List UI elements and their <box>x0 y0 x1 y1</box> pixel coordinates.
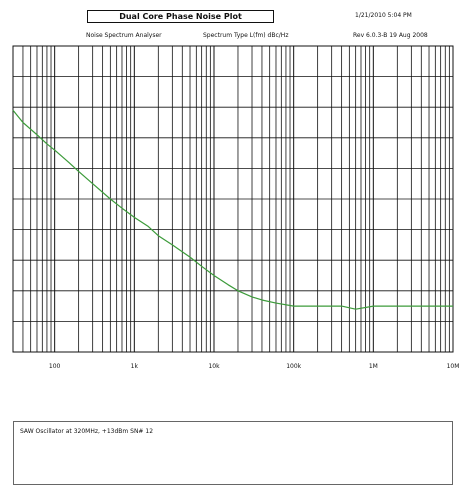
x-tick-label: 1k <box>131 363 139 370</box>
phase-noise-trace <box>12 109 453 310</box>
x-tick-label: 100k <box>286 363 301 370</box>
x-tick-label: 10M <box>447 363 460 370</box>
timestamp-text: 1/21/2010 5:04 PM <box>355 12 412 19</box>
instrument-label: Noise Spectrum Analyser <box>86 32 162 39</box>
x-tick-label: 100 <box>49 363 61 370</box>
chart-title: Dual Core Phase Noise Plot <box>119 12 242 21</box>
chart-title-box: Dual Core Phase Noise Plot <box>87 10 274 23</box>
x-tick-label: 1M <box>369 363 378 370</box>
notes-box: SAW Oscillator at 320MHz, +13dBm SN# 12 <box>13 421 453 485</box>
x-tick-label: 10k <box>208 363 220 370</box>
revision-label: Rev 6.0.3-B 19 Aug 2008 <box>353 32 428 39</box>
spectrum-type-label: Spectrum Type L(fm) dBc/Hz <box>203 32 289 39</box>
notes-text: SAW Oscillator at 320MHz, +13dBm SN# 12 <box>20 428 154 435</box>
